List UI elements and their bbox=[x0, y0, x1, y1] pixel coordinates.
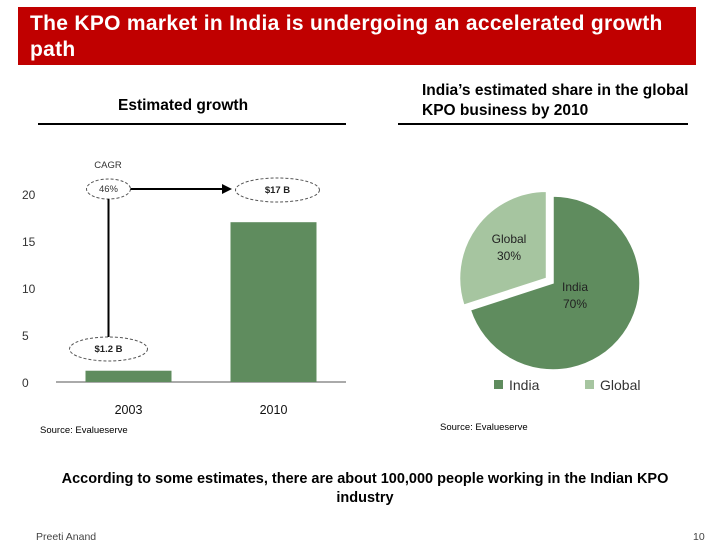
y-tick-label: 5 bbox=[22, 329, 29, 343]
bar-2010 bbox=[230, 222, 317, 382]
end-value-callout bbox=[235, 177, 320, 203]
right-source: Source: Evalueserve bbox=[440, 422, 528, 433]
legend-label-global: Global bbox=[600, 377, 640, 393]
pie-label-name: India bbox=[562, 280, 588, 294]
end-value-label: $17 B bbox=[265, 185, 290, 196]
pie-label-value: 70% bbox=[563, 297, 587, 311]
title-bar bbox=[18, 7, 696, 65]
author: Preeti Anand bbox=[36, 531, 97, 543]
slide-title: The KPO market in India is undergoing an… bbox=[30, 12, 663, 61]
left-heading-rule bbox=[38, 123, 346, 125]
x-tick-label: 2003 bbox=[115, 403, 143, 417]
pie-label-value: 30% bbox=[497, 249, 521, 263]
right-heading: India’s estimated share in the global KP… bbox=[422, 82, 689, 119]
legend-swatch-global bbox=[585, 380, 594, 389]
x-tick-label: 2010 bbox=[260, 403, 288, 417]
legend-label-india: India bbox=[509, 377, 540, 393]
right-heading-rule bbox=[398, 123, 688, 125]
cagr-label: CAGR bbox=[94, 160, 122, 171]
y-tick-label: 20 bbox=[22, 188, 36, 202]
legend-swatch-india bbox=[494, 380, 503, 389]
bar-2003 bbox=[85, 370, 172, 382]
cagr-value: 46% bbox=[99, 184, 119, 195]
left-source: Source: Evalueserve bbox=[40, 425, 128, 436]
pie-slice-india bbox=[469, 195, 641, 371]
start-value-label: $1.2 B bbox=[95, 344, 123, 355]
left-heading: Estimated growth bbox=[118, 97, 249, 114]
y-tick-label: 15 bbox=[22, 235, 36, 249]
page-number: 10 bbox=[693, 531, 705, 543]
start-value-callout bbox=[69, 336, 148, 362]
footer-note: According to some estimates, there are a… bbox=[61, 471, 669, 506]
y-tick-label: 10 bbox=[22, 282, 36, 296]
y-tick-label: 0 bbox=[22, 376, 29, 390]
cagr-arrowhead bbox=[222, 184, 232, 194]
pie-label-name: Global bbox=[492, 232, 527, 246]
pie-slice-global bbox=[458, 190, 548, 307]
